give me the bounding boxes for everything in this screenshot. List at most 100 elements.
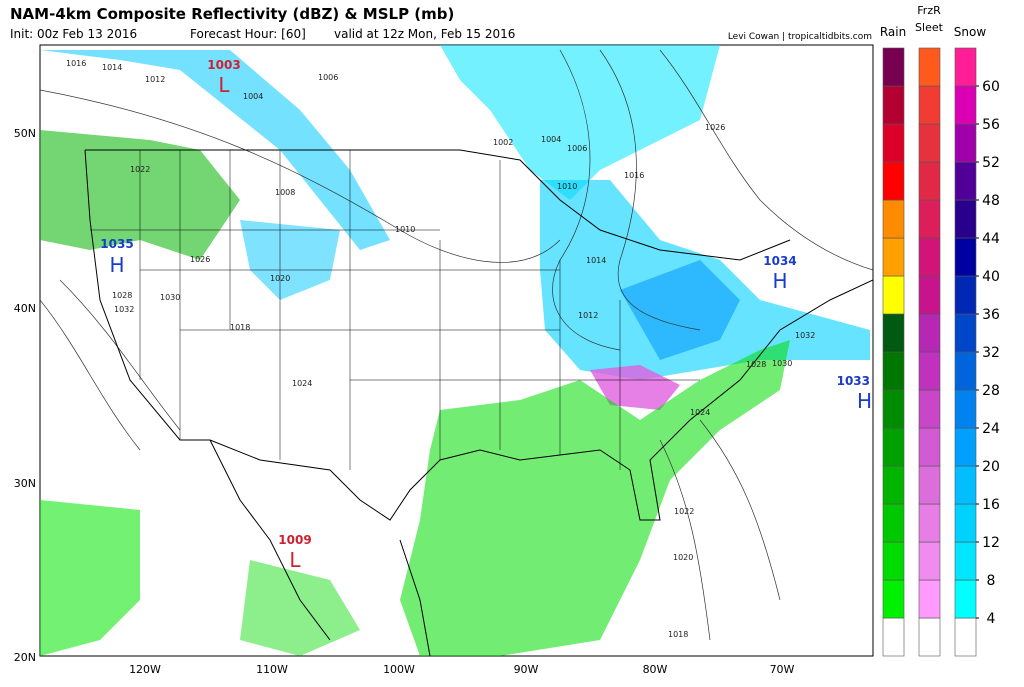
isobar-label: 1016	[66, 59, 86, 68]
pressure-centers: 1003 L 1009 L 1035 H 1034 H 1033 H	[100, 58, 872, 572]
tick-label: 48	[982, 193, 1000, 209]
tick-label: 56	[982, 117, 1000, 133]
forecast-hour: Forecast Hour: [60]	[190, 27, 306, 41]
tick-label: 4	[987, 611, 996, 627]
isobar-label: 1004	[541, 135, 561, 144]
colorbar-cell	[918, 313, 941, 353]
colorbar-cell	[882, 541, 905, 581]
colorbar-cell	[954, 617, 977, 657]
tick-label: 16	[982, 497, 1000, 513]
colorbar-cell	[954, 47, 977, 87]
tick-label: 52	[982, 155, 1000, 171]
tick-label: 32	[982, 345, 1000, 361]
colorbar-cell	[882, 123, 905, 163]
lon-label: 80W	[643, 663, 668, 676]
lon-label: 120W	[129, 663, 161, 676]
center-symbol: H	[772, 269, 787, 293]
colorbar-cell	[882, 351, 905, 391]
colorbar-cell	[918, 47, 941, 87]
colorbar-cell	[954, 237, 977, 277]
lat-labels: 50N 40N 30N 20N	[14, 127, 36, 664]
isobar-label: 1026	[705, 123, 725, 132]
colorbar-cell	[954, 503, 977, 543]
colorbar-cell	[954, 161, 977, 201]
isobar-label: 1014	[586, 256, 606, 265]
center-symbol: H	[857, 389, 872, 413]
colorbar-cell	[918, 503, 941, 543]
lon-label: 100W	[383, 663, 415, 676]
colorbar-cell	[882, 85, 905, 125]
colorbar-cell	[882, 617, 905, 657]
colorbar-cell	[954, 579, 977, 619]
tick-label: 40	[982, 269, 1000, 285]
isobar-label: 1026	[190, 255, 210, 264]
colorbar-cell	[954, 541, 977, 581]
lon-label: 90W	[514, 663, 539, 676]
tick-label: 8	[987, 573, 996, 589]
colorbar-cell	[918, 161, 941, 201]
isobar-label: 1004	[243, 92, 263, 101]
isobar-label: 1012	[578, 311, 598, 320]
isobar-label: 1020	[673, 553, 693, 562]
legend-column-label: FrzR Sleet	[915, 4, 944, 34]
isobar-label: 1022	[130, 165, 150, 174]
colorbar-cell	[918, 85, 941, 125]
center-value: 1009	[278, 533, 311, 547]
colorbar-cell	[918, 123, 941, 163]
isobar-label: 1032	[114, 305, 134, 314]
colorbar-cell	[882, 275, 905, 315]
isobar-label: 1006	[318, 73, 338, 82]
lat-label: 20N	[14, 651, 36, 664]
colorbar-cell	[918, 465, 941, 505]
colorbar-cell	[882, 161, 905, 201]
colorbar-cell	[882, 237, 905, 277]
isobar-label: 1032	[795, 331, 815, 340]
tick-label: 60	[982, 79, 1000, 95]
title: NAM-4km Composite Reflectivity (dBZ) & M…	[10, 5, 454, 23]
center-value: 1035	[100, 237, 133, 251]
colorbar-cell	[882, 503, 905, 543]
isobar-label: 1010	[557, 182, 577, 191]
colorbar-cell	[954, 313, 977, 353]
legend-column-label: Rain	[880, 25, 906, 39]
lat-label: 30N	[14, 477, 36, 490]
tick-label: 44	[982, 231, 1000, 247]
valid-time: valid at 12z Mon, Feb 15 2016	[334, 27, 515, 41]
isobar-label: 1014	[102, 63, 122, 72]
center-value: 1003	[207, 58, 240, 72]
center-symbol: L	[218, 73, 230, 97]
isobar-label: 1012	[145, 75, 165, 84]
colorbar-cell	[954, 389, 977, 429]
isobar-label: 1018	[668, 630, 688, 639]
isobar-label: 1018	[230, 323, 250, 332]
colorbar-cell	[882, 427, 905, 467]
colorbar-cell	[918, 389, 941, 429]
isobar-label: 1028	[112, 291, 132, 300]
colorbar-cell	[918, 199, 941, 239]
isobar-labels: 1016 1014 1012 1008 1010 1004 1006 1002 …	[66, 59, 815, 639]
isobar-label: 1020	[270, 274, 290, 283]
colorbar-cell	[954, 85, 977, 125]
map-area	[39, 44, 874, 657]
colorbar-cell	[918, 275, 941, 315]
colorbar-cell	[882, 313, 905, 353]
isobar-label: 1016	[624, 171, 644, 180]
colorbar-cell	[882, 465, 905, 505]
tick-label: 12	[982, 535, 1000, 551]
isobar-label: 1008	[275, 188, 295, 197]
colorbar-cell	[954, 199, 977, 239]
lat-label: 40N	[14, 302, 36, 315]
center-symbol: H	[109, 253, 124, 277]
isobar-label: 1024	[690, 408, 710, 417]
colorbar-cell	[918, 237, 941, 277]
colorbar-cell	[954, 465, 977, 505]
colorbar-cell	[954, 123, 977, 163]
center-symbol: L	[289, 548, 301, 572]
colorbar-cell	[882, 579, 905, 619]
tick-label: 36	[982, 307, 1000, 323]
colorbar-cell	[918, 427, 941, 467]
isobar-label: 1002	[493, 138, 513, 147]
colorbar-cell	[882, 199, 905, 239]
tick-label: 28	[982, 383, 1000, 399]
